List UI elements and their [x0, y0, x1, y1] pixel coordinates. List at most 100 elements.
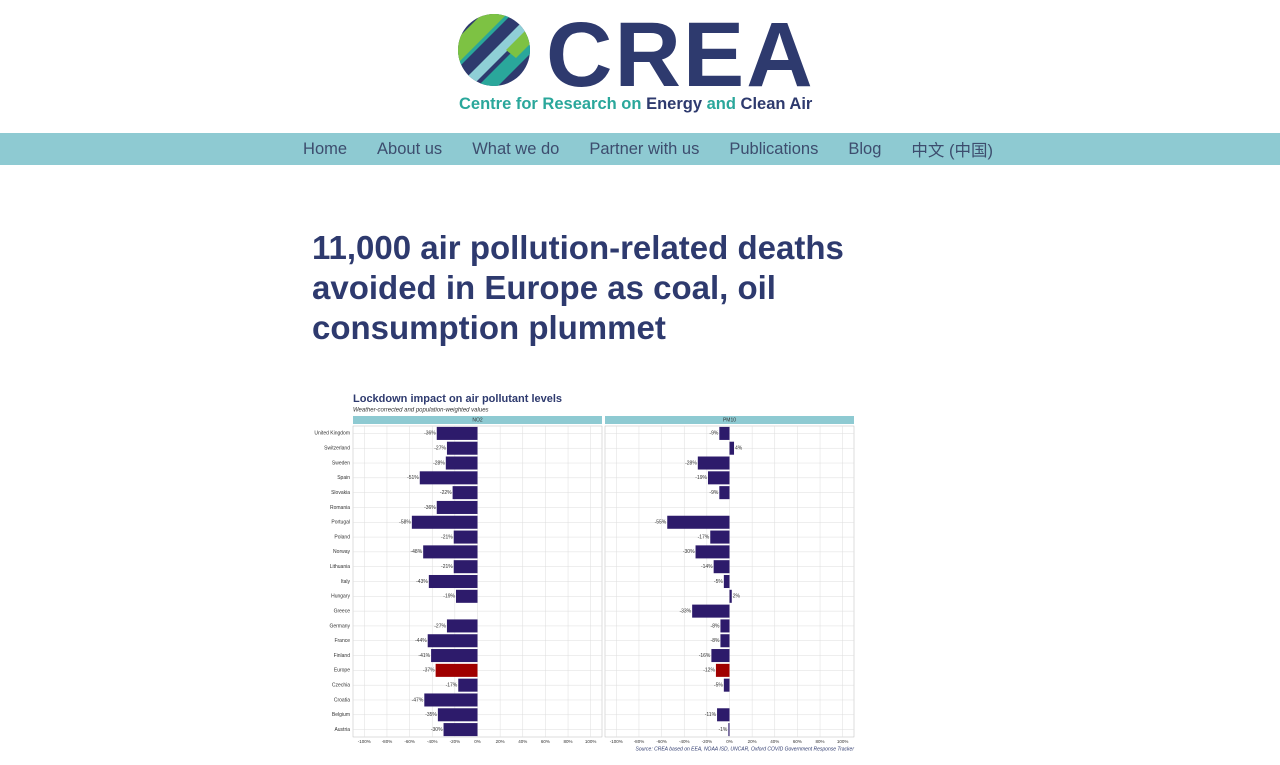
x-tick-label: -100%	[358, 739, 371, 744]
nav-link[interactable]: Partner with us	[589, 139, 700, 158]
nav-link[interactable]: Blog	[848, 139, 882, 158]
nav-link[interactable]: 中文 (中国)	[911, 142, 993, 160]
value-label: -44%	[415, 638, 427, 644]
value-label: -9%	[709, 431, 718, 437]
category-label: France	[334, 638, 350, 644]
category-label: Belgium	[332, 712, 350, 718]
value-label: -21%	[441, 564, 453, 570]
chart: Lockdown impact on air pollutant levels W…	[314, 393, 854, 752]
bar	[411, 515, 478, 529]
nav-link[interactable]: What we do	[472, 139, 560, 158]
value-label: -27%	[434, 623, 446, 629]
value-label: -51%	[407, 475, 419, 481]
bar	[697, 456, 730, 470]
bar	[729, 441, 735, 455]
value-label: -17%	[698, 534, 710, 540]
bar	[723, 574, 730, 589]
bar	[695, 545, 730, 559]
nav-link[interactable]: Publications	[729, 139, 819, 158]
bar	[711, 649, 730, 663]
category-label: Greece	[334, 608, 351, 614]
bar	[452, 486, 478, 500]
value-label: -1%	[718, 727, 727, 733]
nav-link[interactable]: About us	[377, 139, 443, 158]
value-label: -55%	[655, 520, 667, 526]
x-tick-label: -80%	[634, 739, 645, 744]
x-tick-label: 60%	[793, 739, 802, 744]
bar	[719, 426, 730, 440]
value-label: -36%	[424, 505, 436, 511]
chart-title: Lockdown impact on air pollutant levels	[353, 393, 562, 405]
category-label: Poland	[334, 534, 350, 540]
bar	[458, 678, 478, 692]
bar	[455, 589, 478, 603]
x-tick-label: 80%	[816, 739, 825, 744]
bar	[453, 560, 478, 574]
category-label: Lithuania	[330, 564, 351, 570]
bar	[428, 574, 478, 589]
bar	[423, 545, 478, 559]
x-tick-label: 20%	[496, 739, 505, 744]
value-label: -12%	[703, 668, 715, 674]
category-label: Italy	[341, 579, 351, 585]
x-tick-label: -60%	[656, 739, 667, 744]
bar	[424, 693, 478, 707]
bar	[453, 530, 478, 544]
value-label: -11%	[705, 712, 717, 718]
value-label: -19%	[443, 594, 455, 600]
nav-bar: Home About us What we do Partner with us Pub…	[0, 133, 1280, 165]
bar	[728, 723, 730, 737]
x-tick-label: 100%	[837, 739, 849, 744]
x-tick-label: -20%	[702, 739, 713, 744]
category-label: Czechia	[332, 682, 350, 688]
value-label: -28%	[433, 460, 445, 466]
x-tick-label: -100%	[610, 739, 623, 744]
value-label: -21%	[441, 534, 453, 540]
x-tick-label: 60%	[541, 739, 550, 744]
value-label: 4%	[735, 446, 743, 452]
x-tick-label: -80%	[382, 739, 393, 744]
x-tick-label: -60%	[404, 739, 415, 744]
bar	[707, 471, 730, 485]
category-label: Europe	[334, 668, 350, 674]
bar	[713, 560, 730, 574]
bar	[723, 678, 730, 692]
category-label: Austria	[334, 727, 350, 733]
category-label: Romania	[330, 505, 350, 511]
value-label: -35%	[425, 712, 437, 718]
bar	[443, 723, 478, 737]
bar	[436, 500, 478, 514]
category-label: Switzerland	[324, 446, 350, 452]
bar	[445, 456, 478, 470]
bar	[436, 426, 478, 440]
panel-label: PM10	[723, 417, 736, 423]
value-label: -16%	[699, 653, 711, 659]
x-tick-label: 40%	[518, 739, 527, 744]
value-label: -47%	[412, 697, 424, 703]
bar	[435, 663, 478, 677]
panel-label: NO2	[472, 417, 483, 423]
x-tick-label: 0%	[726, 739, 733, 744]
value-label: -30%	[431, 727, 443, 733]
value-label: -33%	[679, 608, 691, 614]
value-label: -41%	[418, 653, 430, 659]
value-label: -14%	[701, 564, 713, 570]
strip	[605, 416, 854, 424]
x-tick-label: -20%	[450, 739, 461, 744]
category-label: United Kingdom	[314, 431, 350, 437]
bar	[720, 619, 730, 633]
x-tick-label: -40%	[679, 739, 690, 744]
bar	[692, 604, 730, 618]
logo-text[interactable]: CREA	[546, 4, 815, 106]
bar	[729, 589, 732, 603]
x-tick-label: 100%	[585, 739, 597, 744]
logo-icon	[458, 14, 530, 86]
bar	[717, 708, 730, 722]
nav-link[interactable]: Home	[303, 139, 348, 158]
bar	[446, 619, 478, 633]
category-label: Slovakia	[331, 490, 350, 496]
value-label: -28%	[685, 460, 697, 466]
bar	[427, 634, 478, 648]
tagline-part: Clean Air	[740, 95, 813, 113]
value-label: -8%	[711, 638, 720, 644]
